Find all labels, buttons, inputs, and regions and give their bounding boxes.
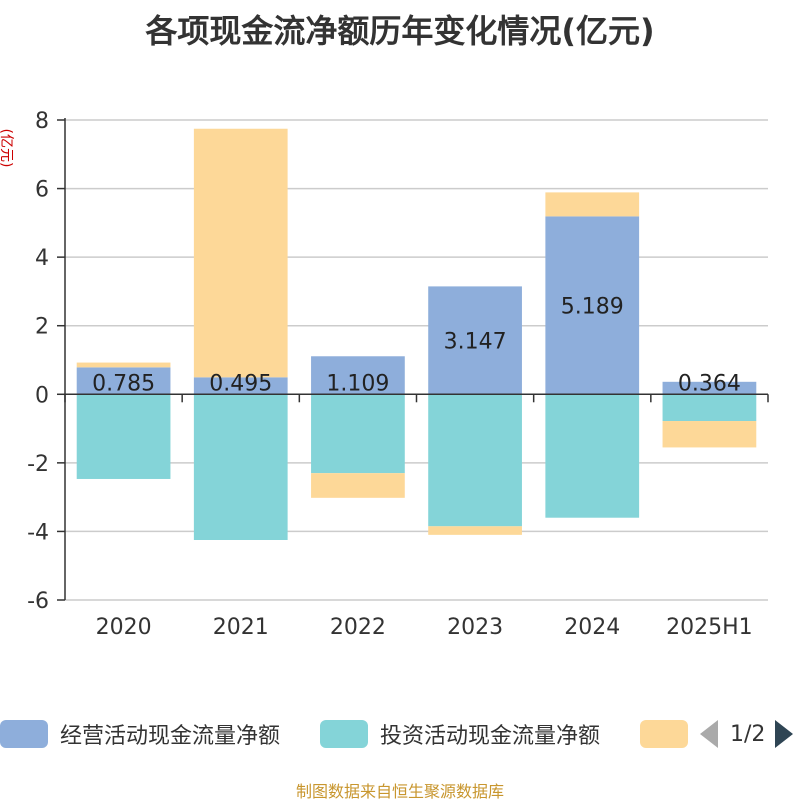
legend-swatch-third [640, 720, 688, 748]
bar-2 [193, 394, 288, 540]
y-tick-label: 2 [35, 315, 49, 340]
bar-2 [311, 394, 405, 474]
source-note: 制图数据来自恒生聚源数据库 [295, 782, 504, 801]
legend-label-operating: 经营活动现金流量净额 [60, 724, 281, 749]
legend-item-operating[interactable]: 经营活动现金流量净额 [0, 716, 280, 752]
data-label: 3.147 [444, 329, 507, 354]
legend-item-third[interactable] [640, 716, 688, 752]
bar-3 [662, 421, 757, 448]
bar-1 [193, 377, 288, 395]
bar-2 [76, 394, 171, 479]
chart-plot: 8 6 4 2 0 -2 -4 -6 2020 2021 2022 2023 2024 2025H1 0.… [0, 109, 769, 640]
bar-3 [311, 473, 405, 498]
x-tick-label: 2022 [330, 615, 386, 640]
x-tick-label: 2021 [213, 615, 269, 640]
x-tick-label: 2025H1 [666, 615, 753, 640]
bar-3 [193, 128, 288, 378]
y-axis-label: (亿元) [0, 129, 14, 168]
legend-swatch-investing [320, 720, 368, 748]
bar-1 [76, 367, 171, 395]
y-tick-label: 4 [35, 246, 49, 271]
x-tick-label: 2023 [447, 615, 503, 640]
bar-layer [76, 128, 757, 540]
bar-2 [428, 394, 522, 527]
legend-item-investing[interactable]: 投资活动现金流量净额 [320, 716, 600, 752]
label-layer: 0.785 0.495 1.109 3.147 5.189 0.364 [92, 294, 741, 396]
axis-layer: 8 6 4 2 0 -2 -4 -6 2020 2021 2022 2023 2024 2025H1 [27, 109, 769, 640]
legend-prev-arrow-icon[interactable] [700, 720, 718, 748]
bar-3 [545, 192, 640, 217]
y-tick-label: -2 [27, 452, 49, 477]
bar-3 [428, 526, 522, 535]
legend-swatch-operating [0, 720, 48, 748]
x-tick-label: 2020 [96, 615, 152, 640]
y-tick-label: -6 [27, 589, 49, 614]
legend: 经营活动现金流量净额 投资活动现金流量净额 1/2 [0, 716, 800, 752]
data-label: 0.495 [209, 371, 272, 396]
bar-2 [545, 394, 640, 518]
grid-layer [65, 119, 768, 601]
x-tick-label: 2024 [564, 615, 620, 640]
y-tick-label: -4 [27, 520, 49, 545]
y-tick-label: 6 [35, 178, 49, 203]
bar-3 [76, 362, 171, 368]
y-tick-label: 0 [35, 383, 49, 408]
bar-1 [545, 216, 640, 395]
data-label: 1.109 [326, 371, 389, 396]
bar-1 [662, 381, 757, 395]
bar-2 [662, 394, 757, 422]
chart-title: 各项现金流净额历年变化情况(亿元) [145, 12, 655, 50]
y-tick-label: 8 [35, 109, 49, 134]
bar-1 [428, 286, 522, 395]
legend-next-arrow-icon[interactable] [775, 720, 794, 748]
legend-label-investing: 投资活动现金流量净额 [380, 724, 601, 749]
data-label: 0.364 [678, 371, 741, 396]
legend-pager: 1/2 [700, 716, 794, 752]
legend-page-indicator: 1/2 [730, 721, 766, 747]
data-label: 0.785 [92, 371, 155, 396]
bar-1 [311, 356, 405, 395]
data-label: 5.189 [561, 294, 624, 319]
